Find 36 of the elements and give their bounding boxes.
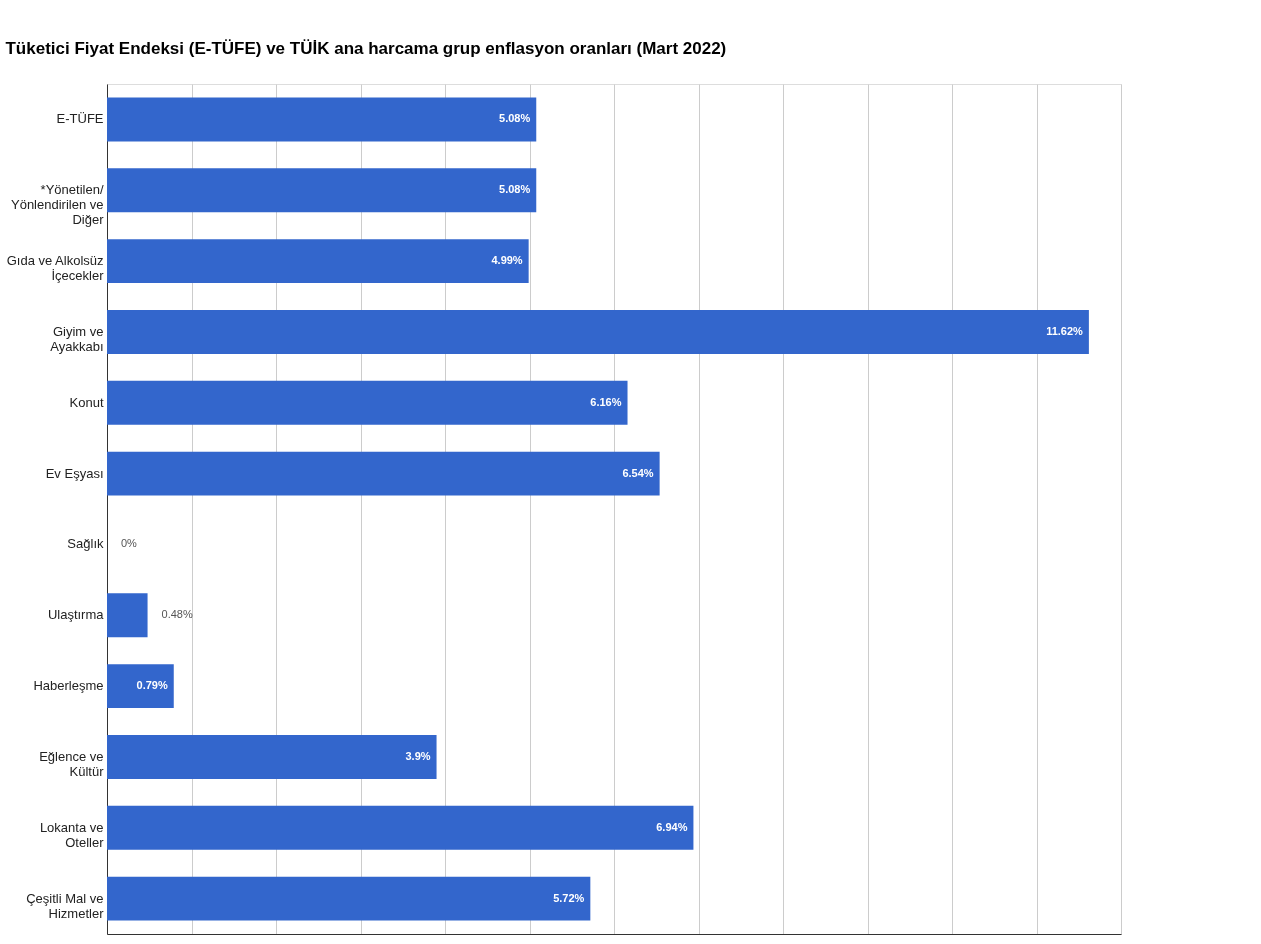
y-tick-label: Sağlık <box>67 536 104 552</box>
y-tick-label: *Yönetilen/ Yönlendirilen ve Diğer <box>10 182 105 228</box>
bar <box>107 664 174 709</box>
bar <box>107 593 148 638</box>
y-tick-label: Haberleşme <box>33 678 104 694</box>
bar <box>107 239 529 284</box>
data-label: 3.9% <box>405 749 431 762</box>
data-label: 6.54% <box>622 466 654 479</box>
bar <box>107 876 591 921</box>
y-tick-label: Ulaştırma <box>47 607 105 623</box>
y-tick-label: Eğlence ve Kültür <box>39 748 105 779</box>
y-tick-label: Gıda ve Alkolsüz İçecekler <box>6 253 105 284</box>
bar <box>107 380 628 425</box>
y-tick-label: Çeşitli Mal ve Hizmetler <box>26 890 105 921</box>
bar <box>107 451 660 496</box>
y-tick-label: Konut <box>69 394 104 410</box>
data-label: 0.48% <box>161 608 193 621</box>
data-label: 5.08% <box>499 183 531 196</box>
data-label: 5.08% <box>499 112 531 125</box>
data-label: 6.94% <box>656 820 688 833</box>
bar <box>107 805 694 850</box>
data-label: 0.79% <box>136 679 168 692</box>
y-tick-label: Giyim ve Ayakkabı <box>50 323 104 354</box>
data-label: 4.99% <box>491 254 523 267</box>
bar <box>107 734 437 779</box>
bar <box>107 97 537 142</box>
data-label: 5.72% <box>553 891 585 904</box>
chart-title: Tüketici Fiyat Endeksi (E-TÜFE) ve TÜİK ana harcama grup enflasyon oranları (Mart 2022) <box>5 39 727 58</box>
y-tick-label: Lokanta ve Oteller <box>39 819 105 850</box>
data-label: 0% <box>121 537 138 550</box>
y-tick-label: E-TÜFE <box>56 111 104 127</box>
data-label: 6.16% <box>590 395 622 408</box>
bar <box>107 309 1089 354</box>
bar <box>107 168 537 213</box>
data-label: 11.62% <box>1046 324 1084 337</box>
y-tick-label: Ev Eşyası <box>45 465 104 481</box>
